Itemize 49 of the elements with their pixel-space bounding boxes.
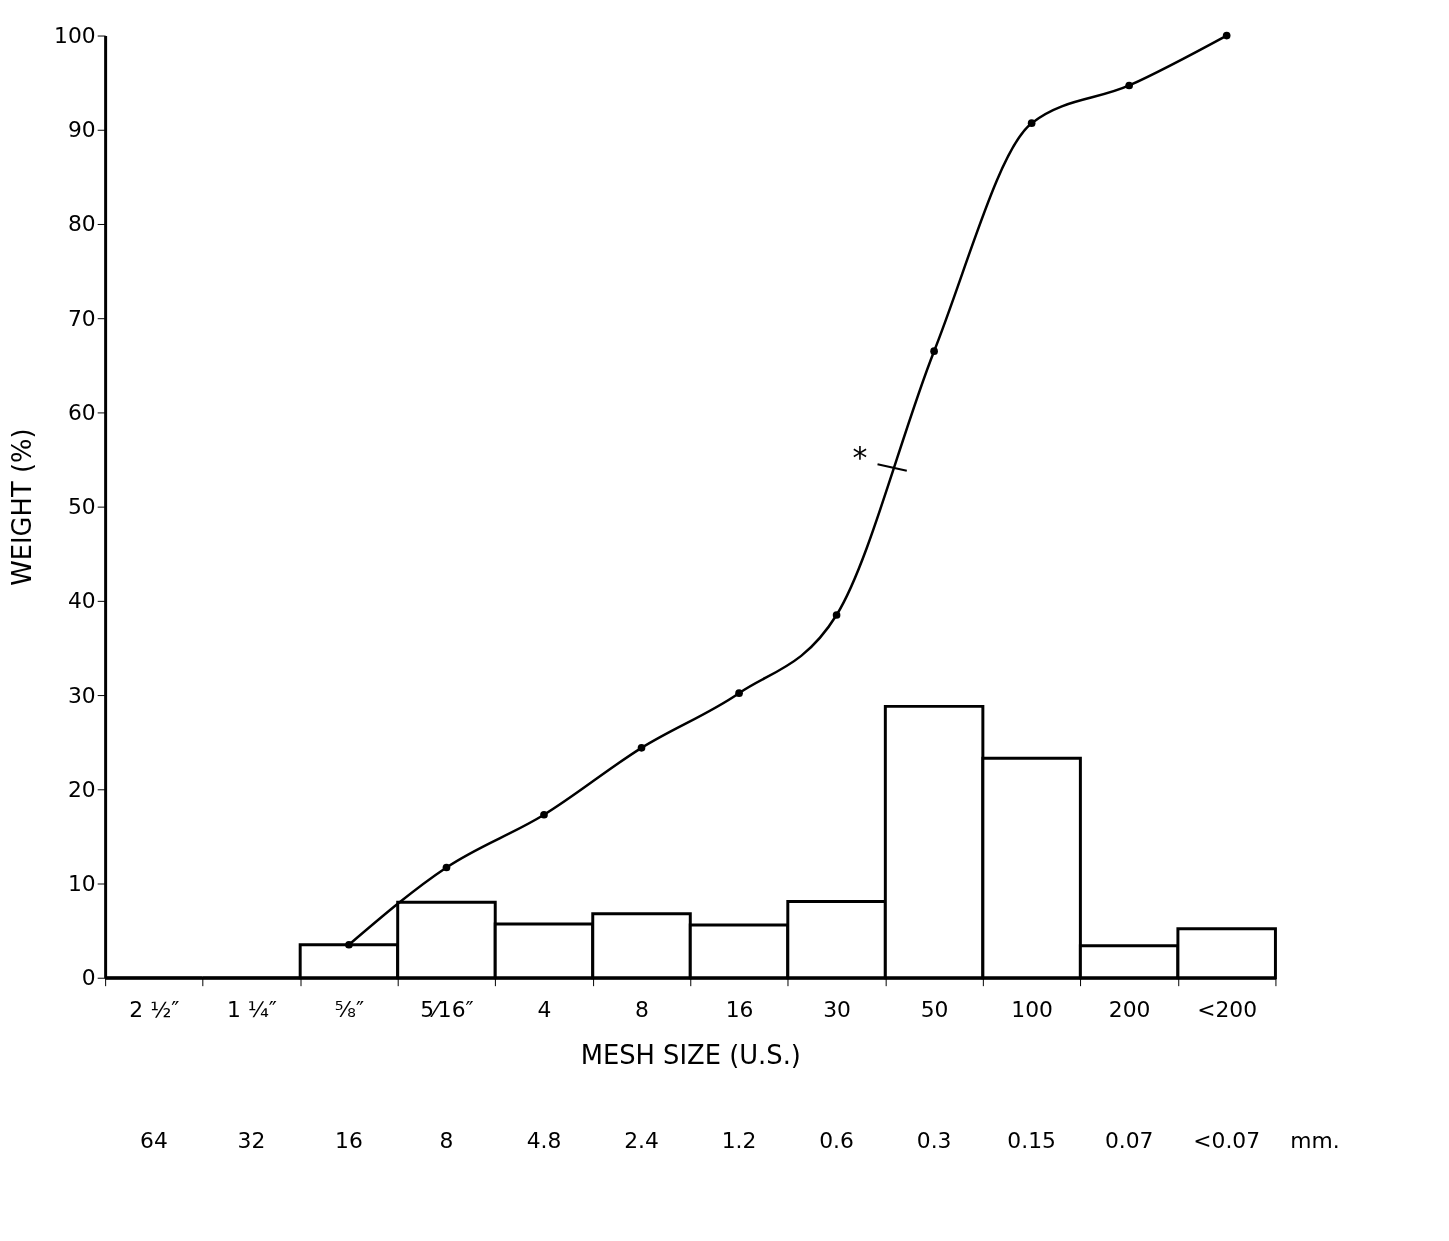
x-tick-label: <200 xyxy=(1197,996,1258,1022)
x-axis-title: MESH SIZE (U.S.) xyxy=(580,1039,801,1070)
y-tick-label: 10 xyxy=(67,870,96,896)
text: 0.3 xyxy=(916,1128,952,1154)
point xyxy=(735,689,743,698)
text: 8 xyxy=(439,1128,454,1154)
y-tick-label: 100 xyxy=(54,22,96,48)
text: 16 xyxy=(335,1128,363,1154)
x-tick-label: 30 xyxy=(823,996,851,1022)
x-tick-label: 2 ½″ xyxy=(129,996,180,1022)
point xyxy=(442,863,451,872)
text: <0.07 xyxy=(1193,1128,1261,1154)
y-tick-label: 60 xyxy=(67,399,96,425)
y-tick-label: 50 xyxy=(67,494,96,520)
x-tick-label: 8 xyxy=(635,996,649,1022)
x-tick-label: ⅝″ xyxy=(334,996,365,1022)
point xyxy=(1027,119,1036,127)
y-tick-label: 80 xyxy=(67,211,96,237)
y-tick-label: 20 xyxy=(67,776,96,802)
point xyxy=(1125,81,1133,90)
point xyxy=(832,611,841,619)
text: 1.2 xyxy=(721,1128,757,1154)
x-tick-label: 1 ¼″ xyxy=(226,996,277,1022)
y-tick-label: 70 xyxy=(67,305,96,331)
text: 4.8 xyxy=(526,1128,562,1154)
point xyxy=(345,940,353,949)
text: 0.15 xyxy=(1007,1128,1056,1154)
text: 0.07 xyxy=(1104,1128,1154,1154)
y-tick-label: 30 xyxy=(67,682,96,708)
text: 0.6 xyxy=(819,1128,854,1154)
text: 64 xyxy=(140,1128,168,1154)
text: mm. xyxy=(1290,1128,1340,1154)
y-tick-label: 40 xyxy=(67,588,96,614)
y-axis-title: WEIGHT (%) xyxy=(7,428,38,586)
x-tick-label: 4 xyxy=(537,996,552,1022)
x-tick-label: 5⁄16″ xyxy=(420,996,474,1022)
point xyxy=(930,347,938,356)
x-tick-label: 50 xyxy=(920,996,949,1022)
x-tick-label: 100 xyxy=(1011,996,1053,1022)
y-tick-label: 90 xyxy=(67,117,96,143)
text: 32 xyxy=(237,1128,266,1154)
text: 2.4 xyxy=(624,1128,659,1154)
point xyxy=(540,810,548,819)
y-tick-label: 0 xyxy=(81,965,96,991)
x-tick-label: 16 xyxy=(725,996,754,1022)
point xyxy=(637,744,646,752)
x-tick-label: 200 xyxy=(1108,996,1151,1022)
point xyxy=(1222,31,1231,40)
annotation: * xyxy=(852,440,868,476)
